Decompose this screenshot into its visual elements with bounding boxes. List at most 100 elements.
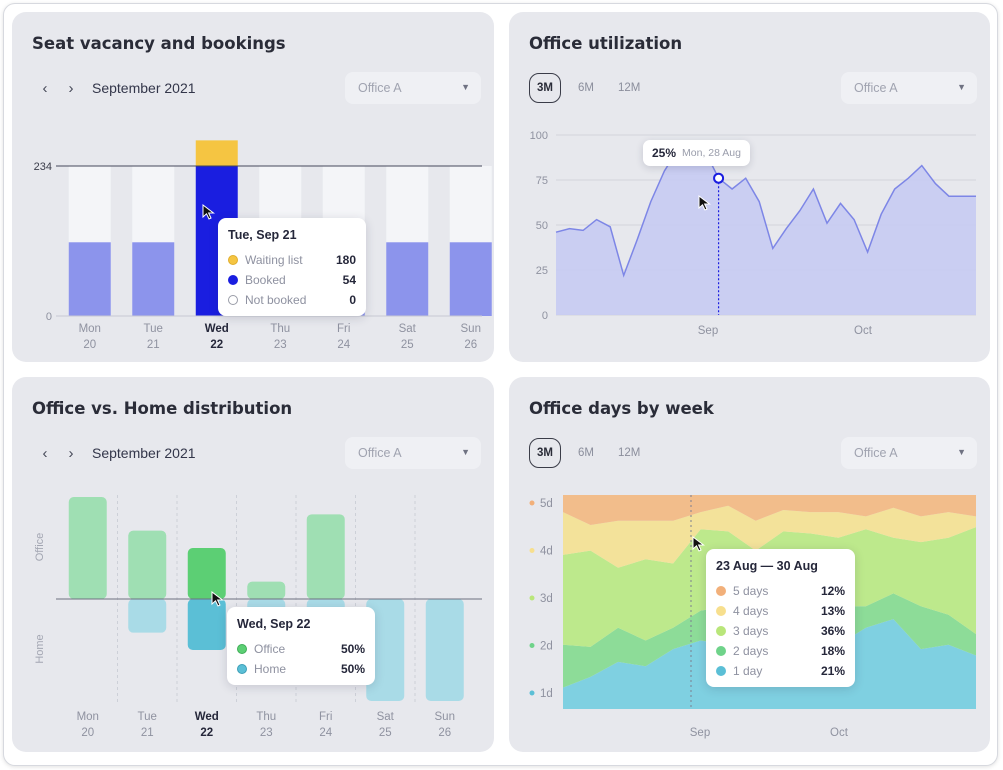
tooltip-row: 4 days 13% [716, 601, 845, 621]
bar-booked [68, 242, 111, 316]
mouse-cursor-icon [211, 591, 224, 607]
tooltip-value: 54 [342, 273, 356, 287]
y-tick-label: 2d [540, 641, 553, 653]
x-tick-day: Sun [435, 711, 455, 723]
y-tick-label: 50 [536, 220, 548, 232]
range-12m-button[interactable]: 12M [617, 447, 641, 459]
y-label-home: Home [34, 634, 46, 663]
x-tick-date: 21 [141, 727, 154, 739]
tooltip-label: Booked [245, 273, 286, 287]
office-select-value: Office A [358, 81, 402, 95]
y-tick-label: 100 [530, 130, 548, 142]
range-12m-button[interactable]: 12M [617, 82, 641, 94]
office-select[interactable]: Office A ▼ [841, 72, 977, 104]
tooltip-row-office: Office 50% [237, 639, 365, 659]
next-month-button[interactable]: › [58, 76, 84, 100]
tooltip-value: 13% [820, 604, 845, 618]
range-3m-button[interactable]: 3M [529, 438, 561, 468]
y-tick-label: 0 [542, 310, 548, 322]
range-6m-button[interactable]: 6M [578, 447, 594, 459]
panel-title: Office vs. Home distribution [32, 399, 293, 418]
bar-home [187, 599, 226, 650]
month-label: September 2021 [92, 80, 196, 96]
mouse-cursor-icon [698, 195, 711, 211]
tooltip-value: 25% [652, 146, 677, 160]
tooltip-row: 1 day 21% [716, 661, 845, 681]
y-tick-label: 234 [34, 161, 52, 173]
month-navigation: ‹ › September 2021 [32, 76, 196, 100]
bar-waiting-list [195, 140, 238, 166]
tooltip-value: 12% [820, 584, 845, 598]
x-tick-date: 24 [319, 727, 332, 739]
tooltip-date: Mon, 28 Aug [682, 147, 741, 159]
bar-office [187, 548, 226, 599]
range-6m-button[interactable]: 6M [578, 82, 594, 94]
home-dot-icon [237, 664, 247, 674]
month-navigation: ‹ › September 2021 [32, 441, 196, 465]
office-home-chart: Office Home Mon 20 Tue 21 Wed 22 Thu 23 Fri 24 Sat 25… [34, 495, 482, 739]
panel-title: Office days by week [529, 399, 714, 418]
chevron-right-icon: › [68, 444, 74, 462]
tooltip-value: 50% [340, 662, 365, 676]
prev-month-button[interactable]: ‹ [32, 441, 58, 465]
stack-area-2-days [563, 584, 976, 688]
y-tick-label: 3d [540, 593, 553, 605]
tooltip-value: 18% [820, 644, 845, 658]
bar-office [128, 530, 167, 599]
panel-title: Office utilization [529, 34, 683, 53]
office-select[interactable]: Office A ▼ [345, 437, 481, 469]
x-tick-label: Sep [698, 325, 718, 337]
caret-down-icon: ▼ [461, 447, 470, 457]
x-tick-date: 26 [438, 727, 451, 739]
tooltip-row: 3 days 36% [716, 621, 845, 641]
tooltip-value: 36% [820, 624, 845, 638]
bar-home [425, 599, 464, 701]
range-3m-button[interactable]: 3M [529, 73, 561, 103]
tooltip-value: 21% [820, 664, 845, 678]
tooltip-label: 2 days [733, 644, 769, 658]
four-days-dot-icon [716, 606, 726, 616]
tooltip-value: 50% [340, 642, 365, 656]
chevron-left-icon: ‹ [42, 79, 48, 97]
month-label: September 2021 [92, 445, 196, 461]
y-tick-label: 0 [46, 311, 52, 323]
utilization-chart: 0 25 50 75 100 Sep Oct [530, 130, 976, 337]
next-month-button[interactable]: › [58, 441, 84, 465]
y-label-office: Office [34, 533, 46, 562]
caret-down-icon: ▼ [957, 447, 966, 457]
five-days-dot-icon [716, 586, 726, 596]
tooltip-row-waiting: Waiting list 180 [228, 250, 356, 270]
x-tick-date: 26 [464, 339, 477, 351]
tooltip-label: Home [254, 662, 287, 676]
x-tick-label: Sep [690, 727, 710, 739]
x-tick-day: Wed [205, 323, 229, 335]
tooltip-row-home: Home 50% [237, 659, 365, 679]
bar-booked [449, 242, 492, 316]
office-days-tooltip: 23 Aug — 30 Aug 5 days 12% 4 days 13% 3 … [706, 549, 855, 687]
office-days-panel: Office days by week 3M 6M 12M Office A ▼… [509, 377, 990, 752]
bar-office [306, 514, 345, 599]
tooltip-label: Not booked [245, 293, 307, 307]
tooltip-label: 3 days [733, 624, 769, 638]
office-select-value: Office A [358, 446, 402, 460]
tooltip-label: 1 day [733, 664, 763, 678]
mouse-cursor-icon [692, 536, 705, 552]
chevron-left-icon: ‹ [42, 444, 48, 462]
office-select[interactable]: Office A ▼ [345, 72, 481, 104]
x-tick-date: 20 [81, 727, 94, 739]
tooltip-title: Tue, Sep 21 [228, 228, 297, 242]
x-tick-day: Fri [319, 711, 332, 723]
x-tick-date: 22 [200, 727, 213, 739]
tooltip-row-not-booked: Not booked 0 [228, 290, 356, 310]
prev-month-button[interactable]: ‹ [32, 76, 58, 100]
one-day-dot-icon [716, 666, 726, 676]
three-days-dot-icon [716, 626, 726, 636]
bar-home [366, 599, 405, 701]
seat-tooltip: Tue, Sep 21 Waiting list 180 Booked 54 N… [218, 218, 366, 316]
bar-booked [132, 242, 175, 316]
x-tick-day: Fri [337, 323, 350, 335]
y-tick-dot [529, 595, 535, 601]
tooltip-row-booked: Booked 54 [228, 270, 356, 290]
office-select[interactable]: Office A ▼ [841, 437, 977, 469]
y-tick-dot [529, 548, 535, 553]
